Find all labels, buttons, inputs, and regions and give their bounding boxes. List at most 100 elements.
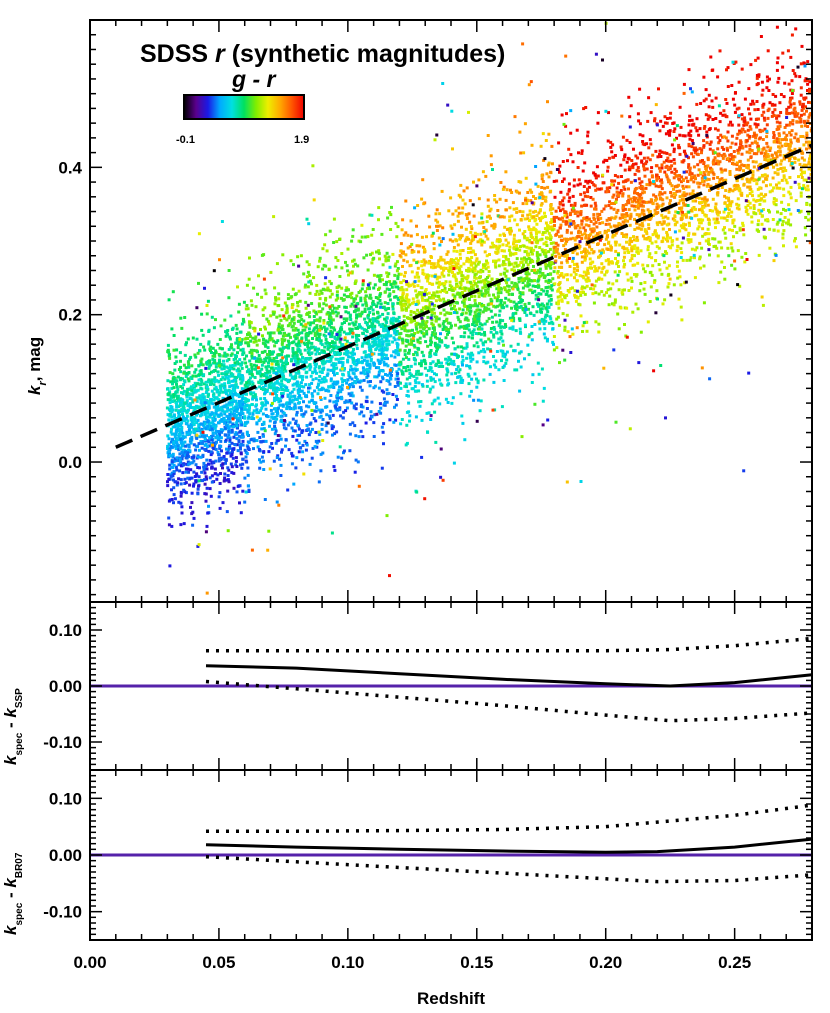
scatter-point: [366, 363, 370, 367]
scatter-point: [306, 285, 310, 289]
scatter-point: [174, 459, 178, 463]
scatter-point: [319, 398, 323, 401]
scatter-point: [297, 406, 301, 410]
scatter-point: [379, 411, 383, 415]
scatter-point: [499, 329, 503, 333]
scatter-point: [175, 456, 179, 460]
scatter-point: [372, 352, 376, 356]
scatter-point: [179, 385, 183, 389]
scatter-point: [173, 435, 177, 439]
scatter-point: [409, 373, 413, 377]
scatter-point: [241, 353, 245, 356]
scatter-point: [386, 373, 390, 377]
scatter-point: [295, 398, 299, 401]
scatter-point: [387, 307, 391, 310]
scatter-point: [248, 320, 251, 324]
scatter-point: [188, 357, 192, 361]
scatter-point: [460, 313, 464, 317]
scatter-point: [219, 389, 223, 393]
scatter-point: [376, 301, 380, 305]
scatter-point: [394, 262, 398, 266]
scatter-point: [401, 302, 405, 306]
scatter-point: [210, 427, 214, 431]
scatter-point: [191, 374, 195, 378]
scatter-point: [208, 458, 212, 462]
scatter-point: [183, 453, 187, 457]
scatter-point: [386, 258, 390, 262]
scatter-point: [290, 319, 294, 323]
scatter-point: [397, 319, 401, 323]
scatter-point: [220, 449, 223, 453]
scatter-point: [259, 374, 263, 378]
scatter-point: [362, 369, 366, 373]
scatter-point: [238, 330, 242, 334]
scatter-point: [312, 360, 316, 364]
scatter-point: [400, 327, 404, 331]
scatter-point: [453, 275, 457, 279]
scatter-point: [179, 370, 183, 374]
scatter-point: [297, 441, 301, 445]
scatter-point: [240, 322, 244, 326]
scatter-point: [491, 245, 495, 249]
scatter-point: [259, 409, 263, 413]
scatter-point: [178, 398, 182, 402]
scatter-point: [345, 332, 348, 336]
scatter-point: [509, 253, 512, 257]
scatter-point: [262, 360, 266, 364]
scatter-point: [540, 288, 544, 292]
scatter-point: [342, 293, 346, 297]
scatter-point: [381, 342, 385, 346]
scatter-point: [169, 474, 173, 478]
scatter-point: [295, 438, 299, 442]
scatter-point: [439, 311, 443, 315]
scatter-point: [180, 421, 184, 425]
scatter-point: [389, 319, 393, 323]
scatter-point: [293, 404, 297, 408]
scatter-point: [315, 406, 319, 410]
scatter-point: [246, 408, 250, 412]
scatter-point: [523, 256, 526, 260]
scatter-point: [479, 280, 483, 284]
scatter-point: [535, 253, 539, 257]
scatter-point: [179, 403, 183, 407]
scatter-point: [235, 443, 239, 447]
scatter-point: [279, 437, 283, 441]
scatter-point: [254, 335, 258, 339]
scatter-point: [252, 340, 256, 344]
scatter-point: [250, 380, 254, 384]
scatter-point: [250, 369, 253, 373]
scatter-point: [405, 423, 409, 427]
scatter-point: [401, 293, 405, 297]
scatter-point: [265, 390, 269, 393]
scatter-point: [465, 213, 469, 217]
scatter-point: [241, 376, 245, 380]
scatter-point: [373, 413, 377, 417]
scatter-point: [352, 297, 356, 301]
scatter-point: [398, 324, 402, 328]
scatter-point: [264, 344, 268, 348]
scatter-point: [329, 379, 333, 383]
scatter-point: [407, 357, 411, 361]
scatter-point: [366, 316, 370, 320]
scatter-point: [262, 468, 266, 471]
scatter-point: [438, 324, 442, 328]
scatter-point: [498, 318, 502, 322]
scatter-point: [273, 427, 277, 431]
scatter-point: [525, 313, 529, 317]
scatter-point: [172, 348, 176, 352]
scatter-point: [481, 286, 485, 290]
scatter-point: [227, 403, 231, 407]
scatter-point: [448, 238, 452, 242]
scatter-point: [307, 400, 311, 404]
scatter-point: [519, 300, 523, 304]
scatter-point: [262, 434, 265, 438]
scatter-point: [348, 313, 352, 317]
scatter-point: [453, 294, 457, 298]
scatter-point: [314, 409, 318, 413]
scatter-point: [280, 327, 284, 331]
scatter-point: [341, 343, 345, 347]
scatter-point: [352, 347, 355, 351]
scatter-point: [382, 397, 386, 401]
scatter-point: [541, 233, 545, 236]
scatter-point: [262, 338, 266, 342]
